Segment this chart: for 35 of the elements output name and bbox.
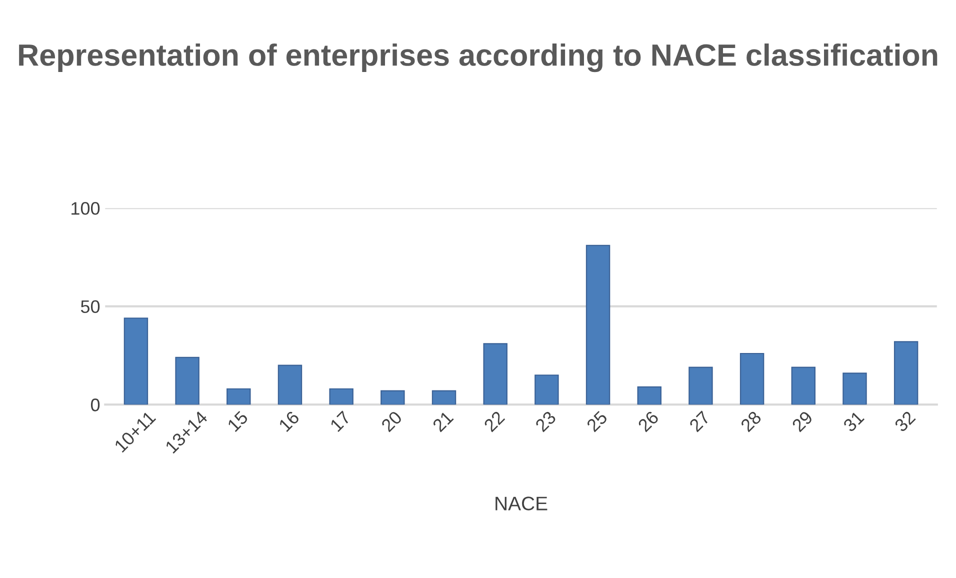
bar <box>226 388 251 405</box>
x-tick-label: 16 <box>278 410 300 432</box>
bar <box>175 356 200 405</box>
bar <box>278 364 302 405</box>
x-tick-label: 28 <box>740 410 762 432</box>
bar <box>791 366 816 405</box>
x-tick-label: 31 <box>842 410 865 433</box>
bar <box>740 352 764 405</box>
bar <box>894 341 918 405</box>
x-tick-label: 21 <box>432 410 454 432</box>
x-tick-label: 27 <box>688 410 710 432</box>
chart-title: Representation of enterprises according to NACE classification <box>19 43 938 72</box>
x-tick-label: 26 <box>637 410 660 432</box>
bar <box>842 372 867 405</box>
x-axis-title: NACE <box>496 496 548 510</box>
x-tick-label: 29 <box>791 410 814 432</box>
bar <box>637 386 662 405</box>
bar <box>124 318 148 405</box>
y-tick-label: 100 <box>72 202 100 215</box>
bar <box>432 390 456 405</box>
x-tick-label: 22 <box>483 410 506 432</box>
bar <box>534 374 559 405</box>
bar <box>688 366 713 405</box>
x-tick-label: 23 <box>534 410 557 432</box>
bar <box>586 244 610 405</box>
x-tick-label: 17 <box>330 410 352 432</box>
bar <box>483 343 508 405</box>
y-tick-label: 50 <box>80 300 100 314</box>
x-tick-label: 25 <box>586 410 608 432</box>
bar <box>380 390 405 405</box>
x-tick-label: 15 <box>227 410 249 432</box>
bar <box>329 388 354 405</box>
x-tick-label: 32 <box>894 410 916 433</box>
x-tick-label: 20 <box>380 410 403 432</box>
y-tick-label: 0 <box>90 398 100 412</box>
